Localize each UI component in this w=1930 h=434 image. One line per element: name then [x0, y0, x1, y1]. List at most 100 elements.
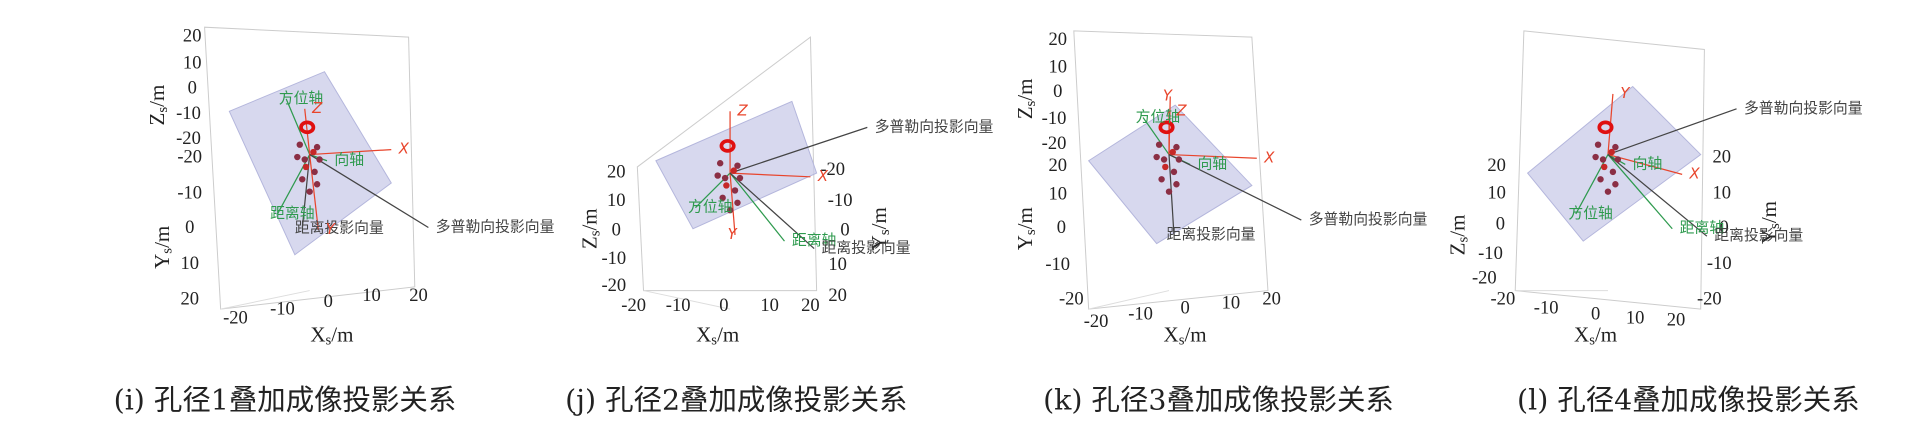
- axis-label: Ys/m: [150, 226, 177, 269]
- tick-label: 10: [1222, 292, 1241, 313]
- axis-label-sub: s: [160, 248, 176, 254]
- box-edge: [1088, 290, 1170, 310]
- axis-label: Ys/m: [867, 207, 894, 250]
- annotation: 距离轴: [270, 205, 315, 222]
- axis-label-sub: s: [1023, 100, 1039, 106]
- tick-label: -10: [177, 182, 202, 203]
- scatterer-ring: [719, 139, 736, 153]
- tick-label: -10: [1534, 297, 1559, 318]
- axis-line: [1607, 154, 1708, 237]
- axis-label-unit: /m: [145, 85, 169, 107]
- scatterer: [1165, 188, 1173, 195]
- annotation: 方位轴: [688, 199, 733, 216]
- annotation: 方位轴: [1568, 205, 1613, 222]
- scatterer: [301, 156, 308, 163]
- axis-label-main: Y: [150, 254, 174, 269]
- tick-label: 10: [1048, 56, 1067, 77]
- axis-label-unit: /m: [1013, 207, 1037, 229]
- tick-label: -20: [1042, 133, 1067, 154]
- axis-label-sub: s: [588, 230, 604, 236]
- tick-label: 10: [760, 295, 779, 316]
- box-edge: [220, 290, 310, 310]
- scatterer: [731, 187, 739, 194]
- axis-line: [1168, 154, 1302, 221]
- scatterer: [1173, 143, 1180, 151]
- axis-label: Xs/m: [310, 322, 353, 349]
- axis-label-main: Y: [867, 235, 891, 250]
- annotation: 距离投影向量: [1167, 226, 1256, 243]
- axis-label: Xs/m: [1574, 322, 1617, 349]
- tick-label: -20: [601, 275, 626, 296]
- axis-label-main: X: [696, 322, 711, 346]
- tick-label: -20: [1491, 289, 1516, 310]
- tick-label: 10: [1712, 182, 1731, 203]
- scatterer: [311, 168, 318, 176]
- tick-label: 10: [180, 253, 199, 274]
- projection-plane: [1526, 85, 1702, 242]
- tick-label: 20: [1262, 289, 1281, 310]
- axis-line: [309, 154, 429, 229]
- axis-line: [729, 173, 736, 235]
- scatterer: [1592, 153, 1599, 161]
- tick-label: 20: [180, 289, 199, 310]
- scatterer: [313, 143, 321, 151]
- scatterer: [1597, 176, 1604, 183]
- tick-label: -10: [1128, 304, 1153, 325]
- axis-label-unit: /m: [1757, 201, 1781, 223]
- scatterer: [1599, 156, 1607, 163]
- axis-line: [730, 172, 811, 178]
- tick-label: -10: [176, 103, 201, 124]
- axis-label-unit: /m: [577, 208, 601, 230]
- annotation: 距离投影向量: [822, 240, 911, 257]
- tick-label: -20: [176, 128, 201, 149]
- tick-label: -10: [1478, 243, 1503, 264]
- scatterer: [721, 174, 729, 182]
- annotation: X: [1689, 165, 1701, 182]
- scatterer: [730, 167, 737, 174]
- tick-label: -20: [621, 295, 646, 316]
- axis-label: Ys/m: [1757, 201, 1784, 244]
- annotation: 多普勒向投影向量: [875, 118, 994, 135]
- axis-label-unit: /m: [1445, 215, 1469, 237]
- axis-label: Zs/m: [1445, 215, 1472, 256]
- tick-label: -20: [177, 147, 202, 168]
- tick-label: -10: [1707, 253, 1732, 274]
- tick-label: -10: [601, 248, 626, 269]
- axis-label: Zs/m: [145, 85, 172, 126]
- annotation: Y: [1163, 87, 1174, 104]
- scatterer: [1155, 141, 1163, 148]
- annotation: 向轴: [334, 152, 364, 169]
- axis-label-unit: /m: [867, 207, 891, 229]
- box-edge: [643, 290, 731, 310]
- axis-label-sub: s: [1768, 223, 1784, 229]
- tick-label: 10: [828, 254, 847, 275]
- axis-line: [309, 154, 319, 231]
- scatterer: [1601, 163, 1608, 171]
- axis-line: [729, 126, 868, 174]
- caption: (j) 孔径2叠加成像投影关系: [565, 383, 907, 416]
- scatterer: [316, 156, 323, 163]
- axis-label-sub: s: [877, 229, 893, 235]
- scatterer: [302, 163, 310, 171]
- annotation: X: [1263, 149, 1275, 166]
- tick-label: 20: [607, 161, 626, 182]
- annotation: X: [398, 141, 410, 158]
- annotation: 距离投影向量: [295, 220, 384, 237]
- tick-label: -20: [1084, 311, 1109, 332]
- tick-label: -10: [666, 295, 691, 316]
- axis-label-main: X: [1164, 322, 1179, 346]
- annotation: Y: [1620, 85, 1631, 102]
- scatterer: [1158, 176, 1165, 183]
- caption: (l) 孔径4叠加成像投影关系: [1517, 383, 1860, 416]
- tick-label: -20: [1059, 289, 1084, 310]
- box-frame: [1073, 30, 1269, 310]
- box-frame: [1514, 30, 1705, 310]
- tick-label: 20: [1048, 155, 1067, 176]
- annotation: Y: [728, 226, 739, 243]
- tick-label: -10: [1045, 254, 1070, 275]
- tick-label: -10: [828, 190, 853, 211]
- caption: (k) 孔径3叠加成像投影关系: [1043, 383, 1394, 416]
- axis-label: Zs/m: [1013, 79, 1040, 120]
